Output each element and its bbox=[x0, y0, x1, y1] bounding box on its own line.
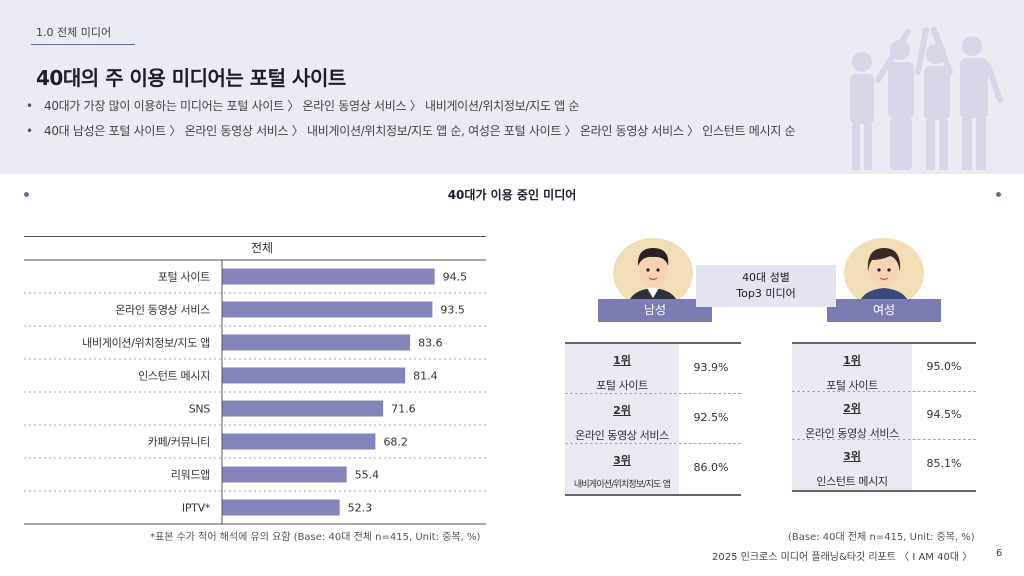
category-label: IPTV* bbox=[182, 502, 211, 515]
rank-number: 3위 bbox=[613, 454, 631, 467]
category-label: 내비게이션/위치정보/지도 앱 bbox=[82, 337, 210, 350]
top3-center-line2: Top3 미디어 bbox=[736, 287, 796, 300]
rank-media-name: 포털 사이트 bbox=[596, 379, 648, 392]
rank-media-name: 내비게이션/위치정보/지도 앱 bbox=[573, 480, 671, 490]
male-rank-cell: 3위 내비게이션/위치정보/지도 앱 bbox=[565, 444, 679, 494]
male-avatar-icon bbox=[613, 238, 693, 308]
male-rank-table: 1위 포털 사이트 93.9% 2위 온라인 동영상 서비스 92.5% 3위 … bbox=[565, 342, 741, 496]
female-rank-cell: 3위 인스턴트 메시지 bbox=[792, 440, 912, 490]
rank-number: 2위 bbox=[843, 402, 861, 415]
male-rank-cell: 1위 포털 사이트 bbox=[565, 344, 679, 393]
female-rank-cell: 1위 포털 사이트 bbox=[792, 344, 912, 392]
people-illustration-icon bbox=[850, 27, 1003, 170]
rank-percent: 86.0% bbox=[693, 461, 729, 474]
rank-percent: 95.0% bbox=[926, 360, 962, 373]
rank-percent: 94.5% bbox=[926, 408, 962, 421]
female-label: 여성 bbox=[827, 299, 941, 322]
rank-number: 3위 bbox=[843, 450, 861, 463]
chart-footnote: *표본 수가 적어 해석에 유의 요함 (Base: 40대 전체 n=415,… bbox=[150, 532, 481, 543]
male-label: 남성 bbox=[598, 299, 712, 322]
bar bbox=[222, 400, 384, 417]
section-underline bbox=[31, 44, 135, 45]
female-rank-row-1: 1위 포털 사이트 95.0% bbox=[792, 344, 976, 392]
bar-value-label: 52.3 bbox=[348, 502, 373, 515]
rank-media-name: 인스턴트 메시지 bbox=[816, 475, 888, 488]
bar bbox=[222, 301, 433, 318]
female-rank-row-2: 2위 온라인 동영상 서비스 94.5% bbox=[792, 392, 976, 440]
page-number: 6 bbox=[996, 548, 1003, 559]
gender-footnote: (Base: 40대 전체 n=415, Unit: 중복, %) bbox=[788, 532, 975, 543]
bar-value-label: 81.4 bbox=[413, 370, 438, 383]
female-avatar-icon bbox=[844, 238, 924, 308]
category-label: SNS bbox=[189, 403, 211, 416]
report-footer: 2025 인크로스 미디어 플래닝&타깃 리포트 〈 I AM 40대 〉 bbox=[712, 552, 973, 563]
rank-number: 1위 bbox=[843, 354, 861, 367]
category-label: 포털 사이트 bbox=[158, 271, 210, 284]
rank-number: 2위 bbox=[613, 404, 631, 417]
rank-percent: 92.5% bbox=[693, 411, 729, 424]
bar-value-label: 71.6 bbox=[391, 403, 416, 416]
bar-value-label: 94.5 bbox=[443, 271, 468, 284]
summary-bullet-1: 40대가 가장 많이 이용하는 미디어는 포털 사이트 〉 온라인 동영상 서비… bbox=[24, 98, 795, 123]
bar bbox=[222, 499, 340, 516]
top3-center-box: 40대 성별 Top3 미디어 bbox=[696, 265, 836, 307]
summary-bullets: 40대가 가장 많이 이용하는 미디어는 포털 사이트 〉 온라인 동영상 서비… bbox=[24, 98, 796, 148]
male-rank-row-1: 1위 포털 사이트 93.9% bbox=[565, 344, 741, 394]
female-rank-cell: 2위 온라인 동영상 서비스 bbox=[792, 392, 912, 440]
bar bbox=[222, 367, 406, 384]
bar bbox=[222, 268, 435, 285]
bar bbox=[222, 466, 347, 483]
bar-value-label: 68.2 bbox=[383, 436, 408, 449]
female-rank-table: 1위 포털 사이트 95.0% 2위 온라인 동영상 서비스 94.5% 3위 … bbox=[792, 342, 976, 492]
rank-percent: 93.9% bbox=[693, 361, 729, 374]
decor-dot-left bbox=[24, 192, 29, 197]
top3-center-line1: 40대 성별 bbox=[742, 271, 790, 284]
bar bbox=[222, 433, 376, 450]
male-rank-cell: 2위 온라인 동영상 서비스 bbox=[565, 394, 679, 443]
chart-header-label: 전체 bbox=[251, 241, 273, 255]
rank-media-name: 온라인 동영상 서비스 bbox=[805, 427, 899, 440]
rank-number: 1위 bbox=[613, 354, 631, 367]
category-label: 온라인 동영상 서비스 bbox=[115, 304, 210, 317]
bar-value-label: 93.5 bbox=[440, 304, 465, 317]
category-label: 인스턴트 메시지 bbox=[138, 370, 210, 383]
male-rank-row-2: 2위 온라인 동영상 서비스 92.5% bbox=[565, 394, 741, 444]
rank-media-name: 온라인 동영상 서비스 bbox=[575, 429, 669, 442]
section-tag: 1.0 전체 미디어 bbox=[36, 26, 112, 39]
summary-bullet-2: 40대 남성은 포털 사이트 〉 온라인 동영상 서비스 〉 내비게이션/위치정… bbox=[24, 123, 796, 148]
bar bbox=[222, 334, 411, 351]
header-band: 1.0 전체 미디어 40대의 주 이용 미디어는 포털 사이트 40대가 가장… bbox=[0, 0, 1024, 174]
category-label: 카페/커뮤니티 bbox=[148, 436, 210, 449]
category-label: 리워드앱 bbox=[171, 469, 210, 482]
bar-value-label: 55.4 bbox=[355, 469, 380, 482]
rank-percent: 85.1% bbox=[926, 457, 962, 470]
decor-dot-right bbox=[996, 192, 1001, 197]
female-rank-row-3: 3위 인스턴트 메시지 85.1% bbox=[792, 440, 976, 490]
rank-media-name: 포털 사이트 bbox=[826, 379, 878, 392]
page-title: 40대의 주 이용 미디어는 포털 사이트 bbox=[36, 66, 346, 90]
section-title: 40대가 이용 중인 미디어 bbox=[447, 188, 577, 202]
male-rank-row-3: 3위 내비게이션/위치정보/지도 앱 86.0% bbox=[565, 444, 741, 494]
bar-value-label: 83.6 bbox=[418, 337, 443, 350]
